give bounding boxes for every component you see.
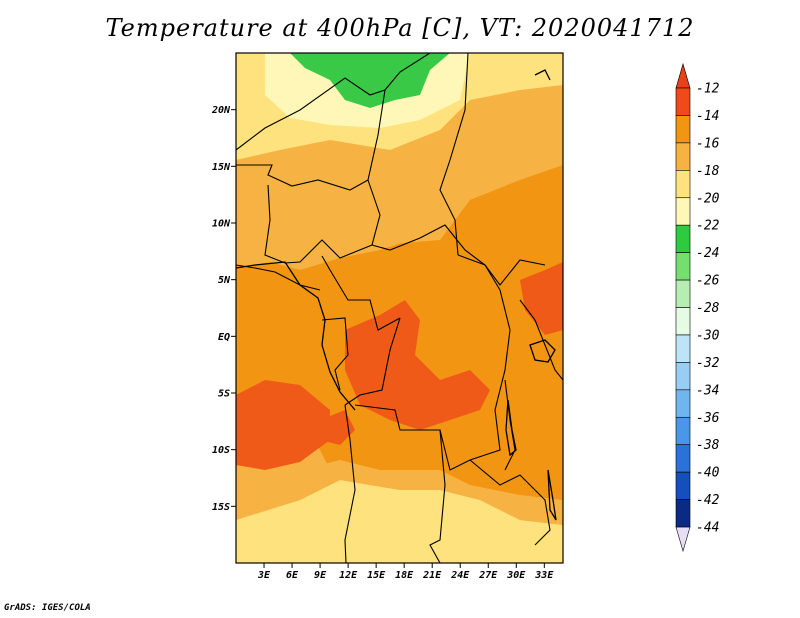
border-algeria-niger-libya <box>236 53 431 151</box>
field-band-minus12-patch <box>320 410 355 445</box>
lon-tick-label: 12E <box>339 570 358 581</box>
colorbar-swatch <box>675 170 691 199</box>
border-angola-zambia <box>429 429 446 563</box>
lat-tick-label: 20N <box>211 105 231 116</box>
colorbar-label: -42 <box>696 493 720 508</box>
colorbar-swatch <box>675 389 691 418</box>
colorbar-label: -24 <box>696 246 719 261</box>
coast-lake-victoria <box>529 339 556 363</box>
colorbar-label: -30 <box>696 328 720 343</box>
colorbar-label: -16 <box>696 136 720 151</box>
lon-tick-label: 24E <box>450 570 470 581</box>
lon-tick-label: 27E <box>478 570 498 581</box>
field-band-minus24-north <box>290 53 450 108</box>
colorbar-label: -26 <box>696 274 720 289</box>
colorbar-label: -20 <box>696 191 720 206</box>
border-gabon <box>321 317 349 391</box>
colorbar-swatch <box>675 471 691 500</box>
border-zambia-tanzania <box>469 459 551 546</box>
colorbar: -12 -14 -16 -18 -20 -22 -24 -26 -28 -30 -32 -34 -36 -… <box>675 62 720 553</box>
lon-tick-label: 3E <box>257 570 271 581</box>
colorbar-swatch <box>675 444 691 473</box>
lon-tick-label: 18E <box>395 570 414 581</box>
border-angola <box>344 404 356 563</box>
lat-tick-label: 10N <box>212 219 231 230</box>
field-band-minus12-center <box>345 300 490 430</box>
chart-title: Temperature at 400hPa [C], VT: 202004171… <box>105 14 695 42</box>
colorbar-label: -12 <box>696 82 720 97</box>
colorbar-swatch <box>675 115 691 144</box>
colorbar-swatch <box>675 197 691 226</box>
colorbar-label: -36 <box>696 411 720 426</box>
colorbar-swatch <box>675 416 691 446</box>
latitude-axis: 20N 15N 10N 5N EQ 5S 10S 15S <box>211 105 236 513</box>
border-nigeria <box>264 184 373 264</box>
lon-tick-label: 21E <box>422 570 442 581</box>
colorbar-label: -14 <box>696 109 719 124</box>
colorbar-top-cap <box>675 62 691 89</box>
longitude-axis: 3E 6E 9E 12E 15E 18E 21E 24E 27E 30E 33E <box>257 563 554 581</box>
border-congo-drc <box>344 317 401 406</box>
lon-tick-label: 30E <box>506 570 526 581</box>
border-cameroon <box>321 255 401 331</box>
colorbar-swatch <box>675 499 691 528</box>
colorbar-swatch <box>675 87 691 116</box>
colorbar-swatch <box>675 279 691 308</box>
border-ghana-togo <box>236 264 321 291</box>
lon-tick-label: 6E <box>286 570 299 581</box>
coast-lake-tanganyika <box>505 399 517 457</box>
border-uganda-kenya <box>519 299 563 381</box>
coast-gulf-of-guinea <box>236 261 356 411</box>
lat-tick-label: 5N <box>218 275 231 286</box>
border-south-sudan <box>457 254 546 286</box>
colorbar-swatch <box>675 224 691 253</box>
field-band-minus12-east <box>520 262 563 335</box>
colorbar-label: -18 <box>696 164 720 179</box>
field-band-minus18-south <box>236 480 563 563</box>
colorbar-swatch <box>675 334 691 363</box>
colorbar-bottom-cap <box>675 526 691 553</box>
border-chad-sudan <box>439 53 469 256</box>
colorbar-swatch <box>675 307 691 336</box>
lat-tick-label: 5S <box>218 389 230 400</box>
coast-red-sea <box>534 69 551 81</box>
colorbar-label: -44 <box>696 521 719 536</box>
coastlines <box>236 69 557 521</box>
field-band-minus16-south <box>236 460 563 525</box>
colorbar-swatch <box>675 252 691 281</box>
temperature-field <box>236 53 563 563</box>
colorbar-swatch <box>675 142 691 171</box>
plot-frame <box>235 52 564 564</box>
lon-tick-label: 15E <box>367 570 386 581</box>
country-borders <box>236 53 563 563</box>
field-band-minus16-west <box>236 175 470 262</box>
lat-tick-label: EQ <box>218 332 230 343</box>
colorbar-label: -38 <box>696 438 720 453</box>
grads-credit: GrADS: IGES/COLA <box>4 603 91 613</box>
lon-tick-label: 9E <box>314 570 327 581</box>
colorbar-label: -34 <box>696 383 719 398</box>
field-band-minus12-west <box>236 380 330 470</box>
lon-tick-label: 33E <box>534 570 554 581</box>
lat-tick-label: 15S <box>212 502 230 513</box>
colorbar-swatch <box>675 362 691 391</box>
colorbar-label: -40 <box>696 466 720 481</box>
lat-tick-label: 15N <box>212 162 231 173</box>
colorbar-label: -32 <box>696 356 720 371</box>
lat-tick-label: 10S <box>212 445 230 456</box>
colorbar-label: -22 <box>696 219 720 234</box>
border-mali-niger <box>236 164 369 191</box>
colorbar-label: -28 <box>696 301 720 316</box>
coast-lake-malawi <box>547 469 557 521</box>
